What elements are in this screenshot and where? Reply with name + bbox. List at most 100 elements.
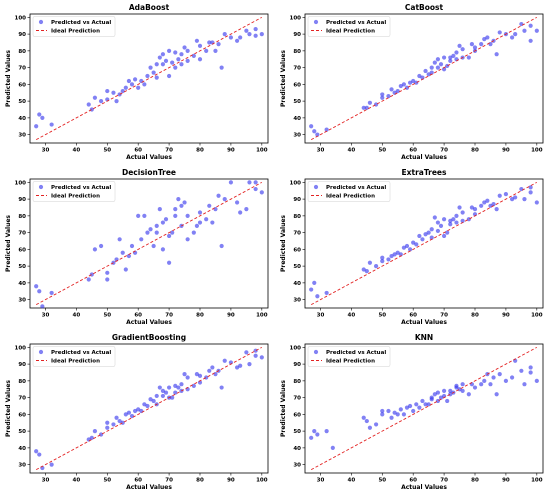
data-point <box>136 213 141 218</box>
x-axis-label: Actual Values <box>401 154 447 161</box>
data-point <box>534 28 539 33</box>
data-point <box>160 388 166 394</box>
x-tick-label: 100 <box>256 148 268 154</box>
data-point <box>494 392 499 397</box>
data-point <box>222 32 227 37</box>
data-point <box>86 437 91 442</box>
data-point <box>197 373 203 378</box>
legend-label-points: Predicted vs Actual <box>51 350 111 356</box>
data-point <box>244 28 249 33</box>
data-point <box>534 200 539 205</box>
data-point <box>386 93 391 99</box>
data-point <box>160 62 166 67</box>
data-point <box>173 65 178 70</box>
data-point <box>105 88 110 94</box>
data-point <box>386 257 391 262</box>
data-point <box>173 390 178 395</box>
data-point <box>448 388 453 394</box>
y-tick-label: 80 <box>293 379 301 385</box>
legend-marker-points <box>38 19 44 25</box>
x-tick-label: 40 <box>73 478 81 484</box>
data-point <box>148 397 153 402</box>
data-point <box>429 235 434 240</box>
ideal-line <box>310 181 538 306</box>
data-point <box>469 205 475 210</box>
data-point <box>454 220 459 225</box>
data-point <box>482 378 487 383</box>
data-point <box>173 383 178 388</box>
data-point <box>528 185 533 190</box>
data-point <box>148 65 153 70</box>
x-tick-label: 80 <box>196 148 204 154</box>
data-point <box>117 418 122 424</box>
data-point <box>197 57 203 62</box>
data-point <box>398 83 403 89</box>
data-point <box>503 191 509 197</box>
data-point <box>361 267 366 272</box>
data-point <box>142 213 147 218</box>
data-point <box>49 462 54 467</box>
data-point <box>364 418 369 424</box>
data-point <box>519 368 524 373</box>
data-point <box>386 408 391 414</box>
data-point <box>207 203 212 208</box>
y-tick-label: 70 <box>18 231 26 237</box>
x-tick-label: 50 <box>103 148 111 154</box>
data-point <box>466 392 471 397</box>
data-point <box>414 80 419 85</box>
data-point <box>380 92 385 97</box>
x-tick-label: 80 <box>471 148 479 154</box>
data-point <box>123 267 128 272</box>
x-tick-label: 70 <box>165 148 173 154</box>
y-tick-label: 90 <box>293 32 301 38</box>
y-tick-label: 40 <box>18 446 26 452</box>
data-point <box>497 30 502 35</box>
data-point <box>528 38 533 43</box>
subplot-knn: KNN 30 40 50 60 70 80 90 100 30 40 50 60 70 80 90 100 Act… <box>280 333 544 491</box>
data-point <box>219 65 224 70</box>
data-point <box>469 42 475 47</box>
data-point <box>454 383 459 388</box>
y-tick-label: 30 <box>18 463 26 469</box>
data-point <box>503 378 509 383</box>
data-point <box>157 55 162 60</box>
data-point <box>253 186 258 192</box>
y-tick-label: 80 <box>293 214 301 220</box>
data-point <box>432 60 437 65</box>
data-point <box>426 230 431 235</box>
legend-marker-points <box>313 184 319 190</box>
y-tick-label: 100 <box>15 345 27 351</box>
data-point <box>194 372 200 377</box>
data-point <box>157 207 162 212</box>
subplot-extratrees: ExtraTrees 30 40 50 60 70 80 90 100 30 40 50 60 70 80 9… <box>280 168 544 326</box>
data-point <box>197 43 203 48</box>
data-point <box>213 48 218 53</box>
data-point <box>166 48 172 53</box>
data-point <box>86 277 91 282</box>
data-point <box>312 280 317 285</box>
legend: Predicted vs Actual Ideal Prediction <box>32 16 116 37</box>
legend: Predicted vs Actual Ideal Prediction <box>307 16 391 37</box>
data-point <box>105 270 110 275</box>
x-tick-label: 50 <box>103 313 111 319</box>
legend-marker-points <box>313 19 319 25</box>
ideal-line <box>35 16 263 141</box>
x-axis-label: Actual Values <box>401 484 447 491</box>
data-point <box>213 207 218 212</box>
data-point <box>414 402 419 407</box>
data-point <box>126 253 132 259</box>
data-point <box>460 382 465 387</box>
data-point <box>145 230 150 235</box>
data-point <box>528 370 533 375</box>
data-point <box>435 57 441 62</box>
data-point <box>309 435 314 440</box>
subplot-catboost: CatBoost 30 40 50 60 70 80 90 100 30 40 50 60 70 80 90 1… <box>280 3 544 161</box>
data-point <box>324 429 329 434</box>
data-point <box>136 407 141 412</box>
y-tick-label: 70 <box>18 396 26 402</box>
data-point <box>454 213 459 218</box>
y-tick-label: 70 <box>293 66 301 72</box>
data-point <box>438 395 444 400</box>
y-tick-label: 40 <box>18 116 26 122</box>
data-point <box>126 78 132 84</box>
